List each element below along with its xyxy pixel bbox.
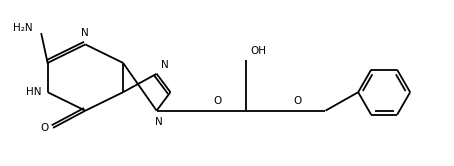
Text: OH: OH [250, 46, 266, 56]
Text: N: N [155, 117, 163, 127]
Text: O: O [41, 123, 49, 133]
Text: O: O [214, 96, 222, 106]
Text: H₂N: H₂N [13, 23, 32, 33]
Text: N: N [161, 60, 168, 70]
Text: N: N [81, 28, 89, 38]
Text: HN: HN [26, 87, 41, 97]
Text: O: O [293, 96, 301, 106]
